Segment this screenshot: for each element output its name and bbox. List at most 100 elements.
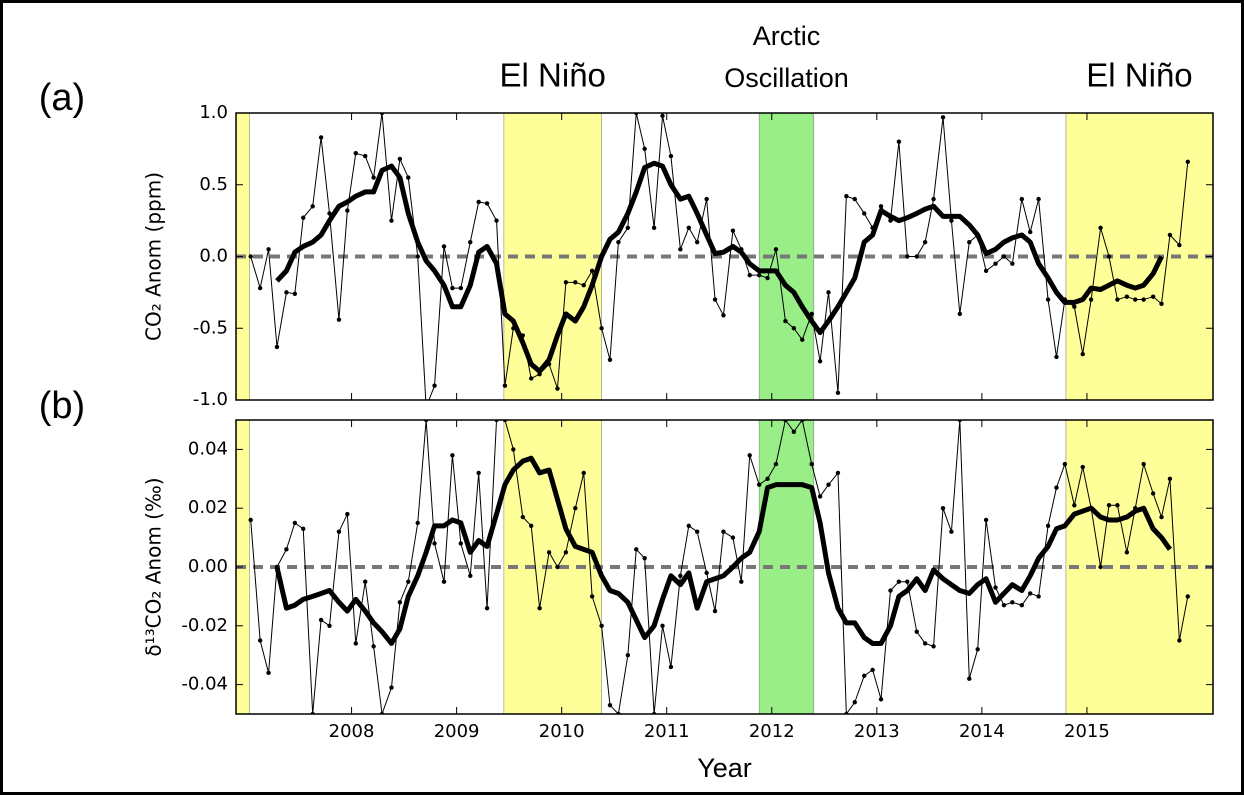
data-point: [520, 514, 525, 520]
x-tick-label: 2011: [644, 721, 690, 742]
data-point: [844, 194, 849, 199]
highlight-band: [503, 113, 602, 400]
data-point: [589, 268, 595, 274]
data-point: [345, 208, 350, 213]
y-axis-title: δ¹³CO₂ Anom (‰): [142, 477, 166, 656]
data-point: [686, 523, 691, 529]
data-point: [773, 461, 779, 467]
data-point: [406, 579, 411, 584]
y-tick-label: -0.04: [181, 674, 228, 695]
data-point: [266, 670, 271, 676]
data-point: [712, 297, 718, 302]
data-point: [406, 175, 411, 180]
annotation: El Niño: [500, 57, 606, 94]
data-point: [301, 215, 306, 220]
data-point: [450, 285, 455, 291]
data-point: [353, 641, 358, 646]
data-point: [739, 579, 744, 584]
data-point: [993, 585, 998, 590]
data-point: [389, 218, 394, 223]
data-point: [415, 520, 420, 526]
data-point: [1177, 242, 1182, 248]
data-point: [484, 201, 490, 206]
data-point: [1124, 294, 1130, 299]
data-point: [852, 196, 857, 202]
y-tick-label: -0.5: [193, 317, 228, 338]
data-point: [573, 280, 578, 285]
x-tick-label: 2008: [329, 721, 375, 742]
data-point: [1115, 297, 1120, 302]
data-point: [599, 623, 604, 628]
data-point: [257, 638, 263, 643]
data-point: [555, 564, 560, 570]
data-point: [1054, 485, 1059, 490]
data-point: [967, 239, 972, 245]
data-point: [1141, 297, 1146, 302]
series-line: [274, 455, 1172, 646]
x-tick-label: 2013: [854, 721, 900, 742]
data-point: [599, 326, 604, 331]
data-point: [625, 225, 631, 230]
data-point: [301, 526, 306, 531]
data-point: [878, 204, 884, 209]
data-point: [537, 605, 542, 611]
data-point: [704, 570, 709, 576]
data-point: [888, 588, 893, 593]
data-point: [1028, 229, 1033, 235]
x-tick-label: 2012: [749, 721, 795, 742]
data-point: [1062, 461, 1068, 467]
data-point: [1001, 254, 1007, 259]
data-point: [1167, 232, 1173, 238]
data-point: [1010, 261, 1015, 266]
data-point: [922, 239, 928, 245]
x-tick-label: 2009: [434, 721, 480, 742]
data-point: [1106, 254, 1112, 259]
y-tick-label: 0.5: [199, 174, 228, 195]
data-point: [983, 268, 989, 274]
data-point: [318, 617, 324, 623]
data-point: [721, 529, 726, 534]
data-point: [914, 254, 919, 259]
annotation: El Niño: [1086, 57, 1192, 94]
data-point: [1185, 159, 1190, 164]
panel-label: (a): [39, 77, 85, 119]
data-point: [800, 337, 805, 342]
data-point: [1054, 354, 1059, 360]
data-point: [1124, 550, 1130, 555]
data-point: [747, 272, 752, 278]
data-point: [756, 482, 762, 487]
data-point: [1133, 297, 1138, 302]
data-point: [1001, 603, 1007, 608]
data-point: [450, 453, 455, 458]
data-point: [292, 520, 298, 526]
data-point: [389, 685, 394, 690]
data-point: [651, 225, 657, 230]
data-point: [284, 547, 289, 552]
data-point: [914, 629, 919, 634]
data-point: [905, 579, 910, 584]
data-point: [353, 150, 358, 156]
y-tick-label: 0.04: [188, 438, 228, 459]
data-point: [678, 247, 683, 252]
data-point: [616, 239, 621, 245]
data-point: [1150, 294, 1156, 299]
data-point: [363, 153, 368, 159]
data-point: [1185, 594, 1190, 599]
data-point: [432, 383, 437, 388]
data-point: [371, 644, 376, 649]
data-point: [371, 175, 376, 180]
data-point: [1167, 476, 1173, 481]
data-point: [773, 247, 779, 252]
data-point: [634, 547, 639, 552]
data-point: [756, 272, 762, 278]
data-point: [686, 225, 691, 230]
data-point: [975, 647, 980, 652]
data-point: [791, 326, 797, 331]
data-point: [852, 700, 857, 705]
data-point: [310, 204, 315, 209]
data-point: [809, 461, 814, 467]
data-point: [765, 476, 770, 481]
data-point: [1019, 196, 1025, 202]
